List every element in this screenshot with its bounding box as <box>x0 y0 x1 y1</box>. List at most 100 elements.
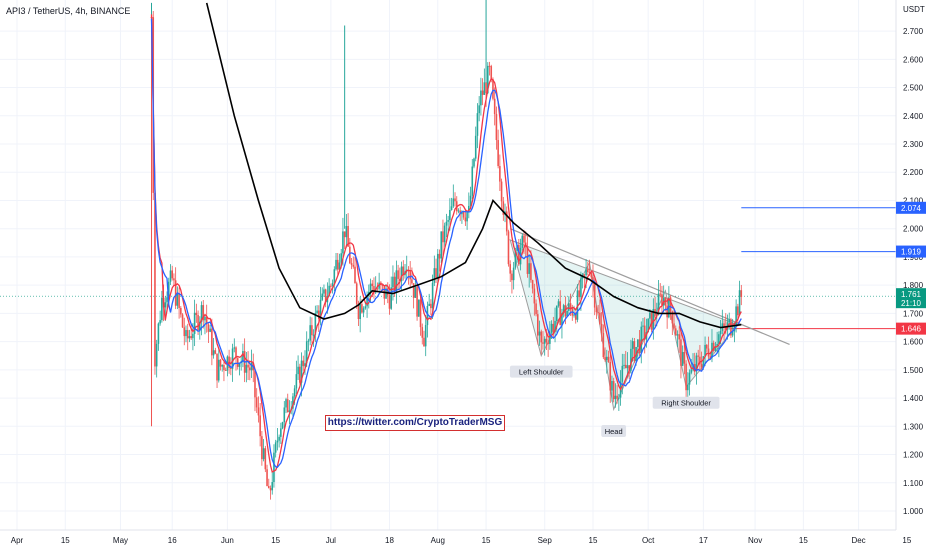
candle-body <box>328 285 330 297</box>
candle-body <box>633 341 636 361</box>
pattern-label-bg <box>509 365 573 378</box>
candle-body <box>285 399 287 408</box>
price-tick-label: 1.300 <box>903 422 924 431</box>
candle-body <box>364 306 367 309</box>
candle-body <box>737 306 739 316</box>
candle-body <box>167 281 170 298</box>
candle-body <box>738 290 741 316</box>
candle-body <box>683 351 686 364</box>
price-tick-label: 1.100 <box>903 479 924 488</box>
price-tick-label: 2.600 <box>903 55 924 64</box>
candle-body <box>616 395 618 399</box>
time-tick-label: Jun <box>221 536 234 545</box>
candle-body <box>412 283 415 298</box>
candle-body <box>724 326 727 330</box>
pattern-label: Head <box>605 427 623 436</box>
price-axis[interactable]: USDT2.7002.6002.5002.4002.3002.2002.1002… <box>895 0 932 550</box>
candle-body <box>233 347 236 349</box>
candle-body <box>680 339 682 366</box>
price-tick-label: 1.600 <box>903 338 924 347</box>
candle-body <box>447 220 449 222</box>
candle-body <box>254 370 256 398</box>
candle-body <box>718 334 720 344</box>
candle-body <box>499 166 501 182</box>
candle-body <box>309 325 311 341</box>
candle-body <box>618 397 620 399</box>
candle-body <box>157 323 160 344</box>
candle-body <box>188 336 191 339</box>
candle-body <box>495 114 498 141</box>
candle-body <box>173 278 175 281</box>
candle-body <box>674 328 677 336</box>
candle-body <box>205 317 208 325</box>
candle-body <box>343 231 346 238</box>
candle-body <box>681 351 684 366</box>
candle-body <box>700 364 703 368</box>
candle-body <box>190 336 192 339</box>
candle-body <box>521 235 524 248</box>
candle-body <box>478 105 480 114</box>
candle-body <box>526 246 529 274</box>
candle-body <box>549 332 551 344</box>
candle-body <box>161 297 163 321</box>
candle-body <box>518 244 520 265</box>
time-tick-label: 15 <box>61 536 70 545</box>
ma-short-blue <box>150 18 742 469</box>
time-axis-bg <box>0 530 932 550</box>
candle-body <box>652 308 655 330</box>
candle-body <box>702 356 705 368</box>
candle-body <box>564 305 567 317</box>
candle-body <box>440 231 443 259</box>
candle-body <box>333 269 336 283</box>
candle-body <box>338 262 341 270</box>
candle-body <box>543 338 546 344</box>
candle-body <box>585 269 587 276</box>
candle-body <box>428 303 430 306</box>
candle-body <box>699 356 701 365</box>
candle-body <box>661 294 663 306</box>
candle-body <box>442 231 444 243</box>
candle-body <box>278 436 280 441</box>
candle-body <box>350 263 353 265</box>
time-axis[interactable]: Apr 15 May 16 Jun 15 Jul 18 Aug 15 Sep 15 Oct 17 Nov 15… <box>0 529 932 550</box>
time-tick-label: Nov <box>748 536 762 545</box>
candle-body <box>486 65 489 94</box>
candle-body <box>431 282 434 309</box>
candle-body <box>259 415 261 437</box>
candle-body <box>235 347 237 359</box>
candle-body <box>614 395 617 400</box>
candle-body <box>706 344 708 349</box>
moving-averages <box>150 2 742 473</box>
time-tick-label: 15 <box>482 536 491 545</box>
candle-body <box>536 314 539 336</box>
candle-body <box>540 331 543 343</box>
candle-body <box>709 356 712 359</box>
candle-body <box>664 298 667 306</box>
candle-body <box>154 192 156 367</box>
candle-body <box>569 303 572 309</box>
candle-body <box>588 272 591 274</box>
candle-body <box>280 428 282 437</box>
candle-body <box>676 334 679 336</box>
candle-body <box>574 314 577 320</box>
candle-body <box>311 325 313 336</box>
candle-body <box>197 315 199 330</box>
candle-body <box>274 442 277 453</box>
candle-body <box>416 287 418 317</box>
candle-body <box>573 314 575 316</box>
candle-body <box>369 283 372 292</box>
twitter-link[interactable]: https://twitter.com/CryptoTraderMSG <box>325 415 505 431</box>
candle-body <box>355 283 358 305</box>
last-price-countdown: 21:10 <box>901 299 922 308</box>
candle-body <box>462 211 465 218</box>
candle-body <box>507 231 510 265</box>
last-price-value: 1.761 <box>901 290 922 299</box>
candle-body <box>193 312 196 334</box>
candle-body <box>304 363 306 367</box>
candle-body <box>612 381 615 400</box>
candle-body <box>452 198 455 207</box>
candle-body <box>393 276 396 292</box>
candle-body <box>176 293 179 306</box>
